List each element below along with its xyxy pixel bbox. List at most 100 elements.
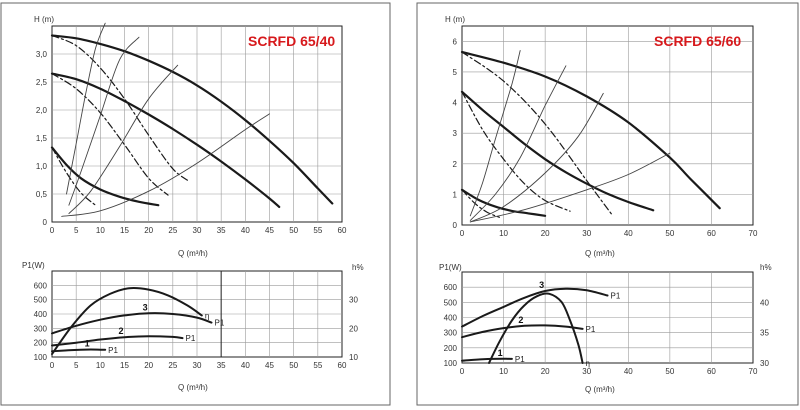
series-line-thin xyxy=(61,113,270,217)
x-tick-label: 40 xyxy=(241,226,250,235)
series-line-thin xyxy=(66,22,106,195)
y-tick-label: 300 xyxy=(444,329,458,338)
series-line-solid xyxy=(50,72,281,208)
y-tick-label: 200 xyxy=(444,344,458,353)
x-tick-label: 10 xyxy=(96,361,105,370)
x-tick-label: 60 xyxy=(338,226,347,235)
y2-tick-label: 20 xyxy=(349,324,358,333)
series-line-thin xyxy=(469,152,671,223)
y-tick-label: 6 xyxy=(453,37,458,46)
x-tick-label: 0 xyxy=(460,367,465,376)
y2-tick-label: 35 xyxy=(760,329,769,338)
y-tick-label: 600 xyxy=(34,281,48,290)
series-line-dashdot xyxy=(51,34,191,183)
power-curve xyxy=(51,348,107,353)
y-tick-label: 600 xyxy=(444,283,458,292)
y-tick-label: 500 xyxy=(34,296,48,305)
series-end-label: η xyxy=(586,359,590,368)
y-tick-label: 300 xyxy=(34,324,48,333)
x-tick-label: 0 xyxy=(50,361,55,370)
right-panel-frame xyxy=(416,2,799,406)
x-tick-label: 40 xyxy=(624,367,633,376)
series-line-solid xyxy=(50,146,160,207)
series-line-solid xyxy=(460,50,721,210)
series-line-dashdot xyxy=(461,51,613,215)
x-tick-label: 30 xyxy=(193,226,202,235)
y2-tick-label: 40 xyxy=(760,298,769,307)
x-tick-label: 30 xyxy=(582,367,591,376)
series-line-dashdot xyxy=(51,146,97,206)
y-tick-label: 100 xyxy=(444,359,458,368)
y-axis-title-head-65-40: H (m) xyxy=(34,15,54,24)
y-tick-label: 400 xyxy=(34,310,48,319)
y-axis-title-power-65-60: P1(W) xyxy=(439,263,462,272)
series-number-label: 3 xyxy=(143,302,148,312)
power-curve xyxy=(461,287,609,328)
y-tick-label: 2 xyxy=(453,160,458,169)
x-tick-label: 50 xyxy=(289,361,298,370)
power-curve xyxy=(51,286,203,356)
x-tick-label: 35 xyxy=(217,361,226,370)
x-tick-label: 15 xyxy=(120,226,129,235)
chart-65-40-power: 0 5 10 15 20 25 30 35 40 45 50 55 60 100 200 300 400 500 6… xyxy=(34,270,358,370)
x-tick-label: 50 xyxy=(665,367,674,376)
x-axis-title-head-65-40: Q (m³/h) xyxy=(178,249,208,258)
y-axis-title-head-65-60: H (m) xyxy=(445,15,465,24)
y-tick-label: 100 xyxy=(34,353,48,362)
y2-tick-label: 30 xyxy=(349,296,358,305)
y-tick-label: 3,0 xyxy=(36,50,48,59)
series-line-thin xyxy=(68,36,140,206)
power-curve xyxy=(51,312,213,335)
x-tick-label: 0 xyxy=(460,229,465,238)
series-end-label: P1 xyxy=(186,334,196,343)
y-axis-title-power-65-40: P1(W) xyxy=(22,261,45,270)
x-tick-label: 30 xyxy=(193,361,202,370)
series-line-thin xyxy=(469,50,521,217)
y-tick-label: 0,5 xyxy=(36,190,48,199)
power-curve xyxy=(461,324,584,339)
x-tick-label: 0 xyxy=(50,226,55,235)
y-tick-label: 4 xyxy=(453,99,458,108)
chart-65-60-power: 0 10 20 30 40 50 60 70 100 200 300 400 500 600 30 35 40 P… xyxy=(444,271,769,376)
y-tick-label: 2,5 xyxy=(36,78,48,87)
series-number-label: 2 xyxy=(518,315,523,325)
x-tick-label: 15 xyxy=(120,361,129,370)
x-tick-label: 20 xyxy=(144,361,153,370)
chart-65-60-head: 0 10 20 30 40 50 60 70 0 1 2 3 4 5 6 xyxy=(453,25,758,238)
x-tick-label: 40 xyxy=(241,361,250,370)
chart-title-65-60: SCRFD 65/60 xyxy=(654,33,741,49)
series-line-dashdot xyxy=(461,189,500,218)
series-number-label: 1 xyxy=(85,339,90,349)
series-line-thin xyxy=(68,64,179,215)
x-tick-label: 20 xyxy=(541,229,550,238)
y-tick-label: 0 xyxy=(453,221,458,230)
y-tick-label: 200 xyxy=(34,339,48,348)
x-tick-label: 20 xyxy=(541,367,550,376)
series-end-label: P1 xyxy=(611,292,621,301)
x-axis-title-power-65-60: Q (m³/h) xyxy=(585,385,615,394)
x-tick-label: 55 xyxy=(313,361,322,370)
y-tick-label: 1 xyxy=(453,190,458,199)
series-end-label: η xyxy=(205,311,209,320)
chart-title-65-40: SCRFD 65/40 xyxy=(248,33,335,49)
series-line-solid xyxy=(460,90,655,212)
x-tick-label: 50 xyxy=(665,229,674,238)
series-end-label: P1 xyxy=(515,355,525,364)
series-number-label: 3 xyxy=(539,280,544,290)
power-curve xyxy=(488,292,584,364)
series-end-label: P1 xyxy=(108,346,118,355)
y-tick-label: 5 xyxy=(453,68,458,77)
y2-axis-title-power-65-60: h% xyxy=(760,263,772,272)
y-tick-label: 1,0 xyxy=(36,162,48,171)
series-end-label: P1 xyxy=(586,325,596,334)
series-number-label: 2 xyxy=(119,326,124,336)
x-tick-label: 10 xyxy=(499,229,508,238)
x-tick-label: 5 xyxy=(74,226,79,235)
y-tick-label: 400 xyxy=(444,314,458,323)
x-tick-label: 5 xyxy=(74,361,79,370)
series-end-label: P1 xyxy=(215,319,225,328)
chart-65-40-head: 0 5 10 15 20 25 30 35 40 45 50 55 60 0 0,5 1,0 1,5 2,0 2,5… xyxy=(36,22,347,235)
series-line-dashdot xyxy=(461,91,571,212)
x-tick-label: 40 xyxy=(624,229,633,238)
x-axis-title-head-65-60: Q (m³/h) xyxy=(585,249,615,258)
